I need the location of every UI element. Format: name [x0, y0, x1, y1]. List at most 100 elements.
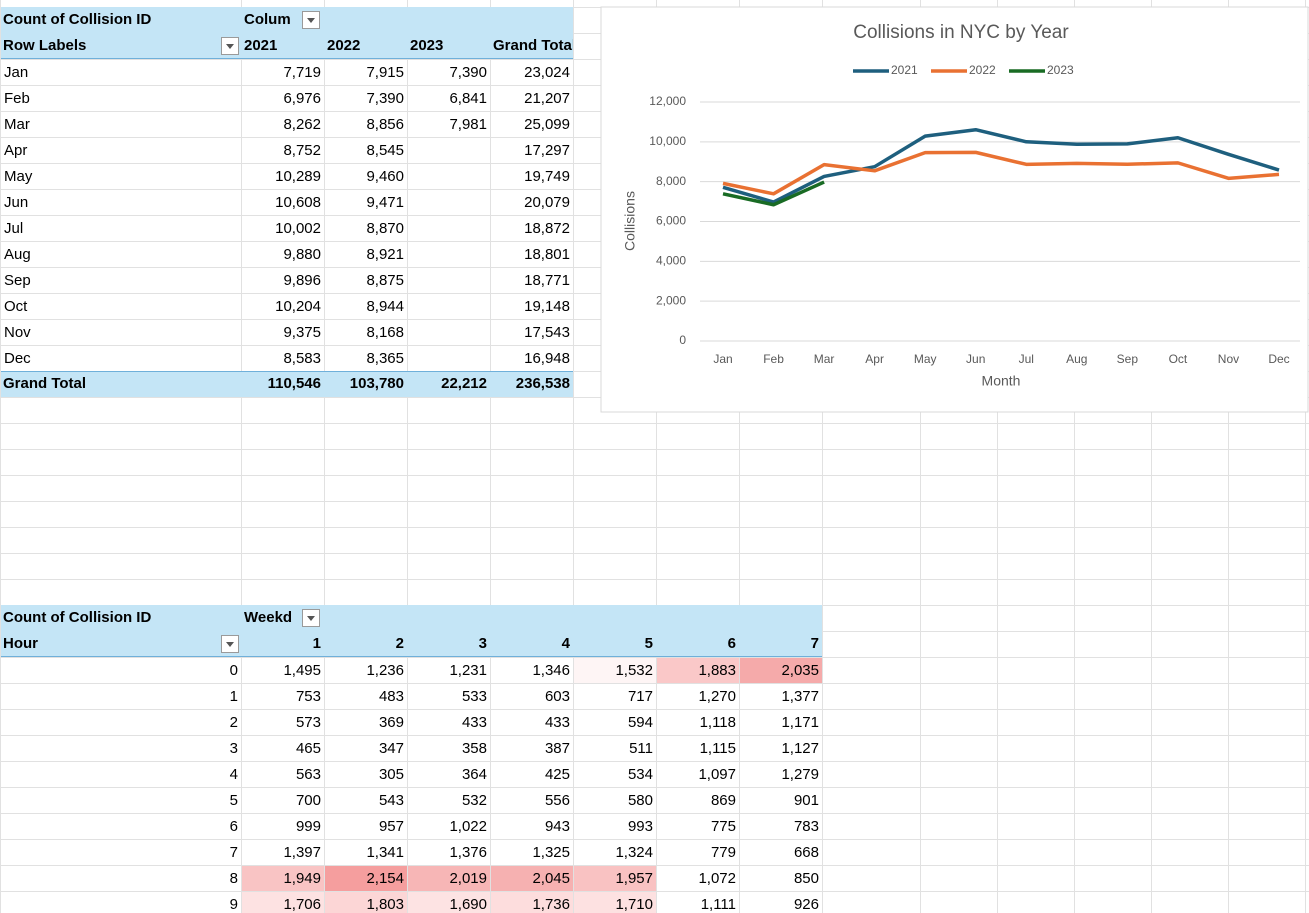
- value-cell: 779: [710, 844, 736, 861]
- x-tick-label: Jan: [713, 352, 732, 366]
- value-cell: 1,377: [781, 688, 819, 705]
- filter-button[interactable]: [221, 37, 239, 55]
- value-cell: 7,390: [366, 90, 404, 107]
- value-cell: 1,325: [532, 844, 570, 861]
- column-header: 2021: [244, 37, 278, 54]
- value-cell: 8,365: [366, 350, 404, 367]
- value-cell: 9,460: [366, 168, 404, 185]
- value-cell: 7,915: [366, 64, 404, 81]
- row-field: Row Labels: [3, 37, 87, 54]
- value-cell: 717: [627, 688, 653, 705]
- value-cell: 2,045: [491, 866, 573, 891]
- x-tick-label: Nov: [1218, 352, 1239, 366]
- legend-label: 2023: [1047, 63, 1074, 77]
- value-cell: 347: [378, 740, 404, 757]
- x-tick-label: Aug: [1066, 352, 1087, 366]
- y-tick-label: 8,000: [656, 174, 686, 188]
- value-cell: 19,749: [524, 168, 570, 185]
- value-cell: 1,097: [698, 766, 736, 783]
- value-cell: 483: [378, 688, 404, 705]
- column-header: Grand Total: [493, 37, 573, 54]
- value-cell: 869: [710, 792, 736, 809]
- x-axis-title: Month: [982, 373, 1021, 389]
- filter-button[interactable]: [302, 11, 320, 29]
- value-cell: 775: [710, 818, 736, 835]
- series-line: [722, 180, 825, 207]
- value-cell: 25,099: [524, 116, 570, 133]
- row-label: 5: [229, 792, 238, 809]
- column-header: 1: [312, 635, 321, 652]
- value-cell: 957: [378, 818, 404, 835]
- value-cell: 1,883: [657, 658, 739, 683]
- row-label: Jan: [4, 64, 29, 81]
- series-line: [722, 127, 1280, 204]
- value-cell: 8,168: [366, 324, 404, 341]
- x-tick-label: Sep: [1117, 352, 1139, 366]
- x-tick-label: Jul: [1019, 352, 1034, 366]
- value-cell: 433: [461, 714, 487, 731]
- column-header: 3: [478, 635, 487, 652]
- value-cell: 1,279: [781, 766, 819, 783]
- value-cell: 1,236: [366, 662, 404, 679]
- filter-button[interactable]: [221, 635, 239, 653]
- value-cell: 999: [295, 818, 321, 835]
- value-cell: 1,495: [283, 662, 321, 679]
- value-cell: 17,543: [524, 324, 570, 341]
- value-cell: 556: [544, 792, 570, 809]
- row-label: 9: [229, 896, 238, 913]
- value-cell: 1,324: [615, 844, 653, 861]
- legend-label: 2021: [891, 63, 918, 77]
- row-label: Aug: [4, 246, 31, 263]
- value-cell: 603: [544, 688, 570, 705]
- pivot-title: Count of Collision ID: [3, 609, 152, 626]
- value-cell: 1,270: [698, 688, 736, 705]
- value-cell: 7,390: [449, 64, 487, 81]
- total-cell: 110,546: [267, 375, 321, 392]
- row-field: Hour: [3, 635, 38, 652]
- value-cell: 533: [461, 688, 487, 705]
- total-label: Grand Total: [3, 375, 87, 392]
- column-header: 6: [727, 635, 736, 652]
- column-header: 4: [561, 635, 570, 652]
- row-label: Sep: [4, 272, 31, 289]
- filter-button[interactable]: [302, 609, 320, 627]
- value-cell: 6,841: [449, 90, 487, 107]
- value-cell: 18,801: [524, 246, 570, 263]
- value-cell: 1,127: [781, 740, 819, 757]
- value-cell: 20,079: [524, 194, 570, 211]
- value-cell: 1,115: [699, 740, 736, 757]
- row-label: Apr: [4, 142, 28, 159]
- row-label: Nov: [4, 324, 31, 341]
- y-tick-label: 10,000: [649, 134, 686, 148]
- value-cell: 8,856: [366, 116, 404, 133]
- column-field: Weekd: [244, 609, 293, 626]
- value-cell: 993: [627, 818, 653, 835]
- total-band: [1, 371, 573, 397]
- value-cell: 1,736: [491, 892, 573, 913]
- value-cell: 425: [544, 766, 570, 783]
- value-cell: 594: [627, 714, 653, 731]
- chart-area: [600, 6, 1309, 413]
- x-tick-label: Oct: [1169, 352, 1188, 366]
- x-tick-label: Apr: [865, 352, 884, 366]
- value-cell: 1,803: [325, 892, 407, 913]
- row-label: 2: [229, 714, 238, 731]
- value-cell: 943: [544, 818, 570, 835]
- value-cell: 1,376: [449, 844, 487, 861]
- value-cell: 8,752: [283, 142, 321, 159]
- total-cell: 22,212: [441, 375, 487, 392]
- value-cell: 1,690: [408, 892, 490, 913]
- value-cell: 1,231: [449, 662, 487, 679]
- value-cell: 7,719: [283, 64, 321, 81]
- value-cell: 563: [295, 766, 321, 783]
- value-cell: 8,870: [366, 220, 404, 237]
- chart-title: Collisions in NYC by Year: [853, 22, 1069, 43]
- y-tick-label: 4,000: [656, 254, 686, 268]
- value-cell: 9,896: [283, 272, 321, 289]
- value-cell: 1,022: [449, 818, 487, 835]
- value-cell: 8,875: [366, 272, 404, 289]
- row-label: 6: [229, 818, 238, 835]
- value-cell: 305: [378, 766, 404, 783]
- x-tick-label: Mar: [814, 352, 835, 366]
- value-cell: 6,976: [283, 90, 321, 107]
